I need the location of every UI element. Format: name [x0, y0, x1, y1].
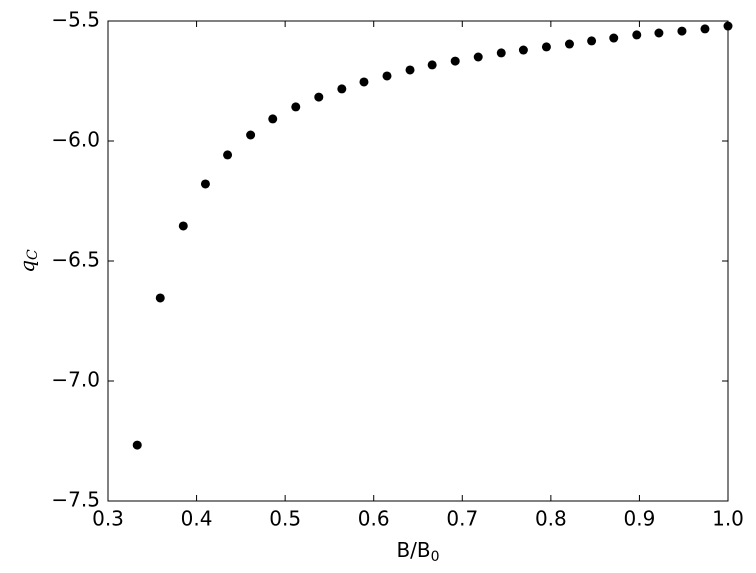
y-axis-label: qC — [15, 249, 42, 273]
point — [654, 28, 664, 38]
y-tick-label: −6.0 — [51, 128, 100, 152]
y-axis-label-main: q — [15, 260, 39, 273]
point — [155, 293, 165, 303]
x-axis-label-sub: 0 — [431, 549, 440, 565]
point — [564, 39, 574, 49]
point — [246, 130, 256, 140]
x-tick-label: 0.7 — [446, 507, 478, 531]
x-tick-label: 0.6 — [358, 507, 390, 531]
point — [291, 102, 301, 112]
x-axis-label: B/B0 — [396, 538, 439, 566]
point — [382, 71, 392, 81]
point — [609, 33, 619, 43]
y-tick-label: −6.5 — [51, 248, 100, 272]
point — [268, 114, 278, 124]
x-tick-label: 0.8 — [535, 507, 567, 531]
x-tick-label: 0.4 — [181, 507, 213, 531]
point — [359, 77, 369, 87]
x-axis-label-main: B/B — [396, 538, 430, 562]
point — [132, 440, 142, 450]
point — [337, 84, 347, 94]
y-tick-label: −5.5 — [51, 8, 100, 32]
point — [541, 42, 551, 52]
point — [200, 179, 210, 189]
point — [587, 36, 597, 46]
point — [473, 52, 483, 62]
x-tick-label: 0.9 — [624, 507, 656, 531]
point — [518, 45, 528, 55]
point — [723, 21, 733, 31]
point — [677, 26, 687, 36]
point — [223, 150, 233, 160]
point — [700, 24, 710, 34]
y-tick-label: −7.5 — [51, 488, 100, 512]
x-tick-label: 0.3 — [92, 507, 124, 531]
point — [178, 221, 188, 231]
x-tick-label: 1.0 — [712, 507, 744, 531]
point — [496, 48, 506, 58]
point — [632, 30, 642, 40]
point — [450, 56, 460, 66]
point — [314, 92, 324, 102]
y-axis-label-sub: C — [25, 249, 41, 260]
x-tick-label: 0.5 — [269, 507, 301, 531]
point — [427, 60, 437, 70]
plot-frame — [107, 20, 729, 502]
point — [405, 65, 415, 75]
y-tick-label: −7.0 — [51, 368, 100, 392]
